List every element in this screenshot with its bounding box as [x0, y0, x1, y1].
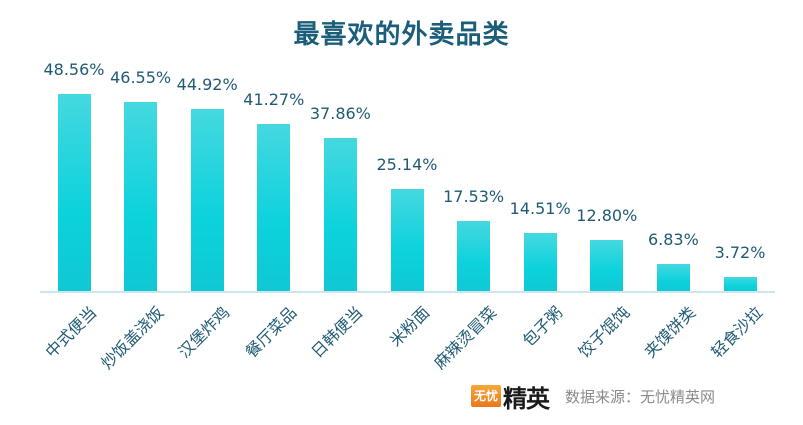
data-label: 14.51% — [509, 198, 571, 218]
category-label: 汉堡炸鸡 — [174, 302, 234, 362]
bar — [457, 220, 491, 292]
footer: 无忧 精英 数据来源：无忧精英网 — [471, 380, 716, 413]
category-label: 炒饭盖浇饭 — [96, 302, 167, 373]
x-axis-line — [40, 291, 775, 293]
bar — [523, 232, 557, 292]
category-label: 轻食沙拉 — [707, 302, 767, 362]
bar — [257, 123, 291, 292]
bar — [590, 239, 624, 292]
data-label: 3.72% — [714, 242, 766, 262]
category-label: 中式便当 — [41, 302, 101, 362]
category-label: 餐厅菜品 — [241, 302, 301, 362]
data-label: 48.56% — [43, 60, 105, 79]
category-label: 米粉面 — [385, 302, 434, 351]
bar — [190, 108, 224, 292]
bar — [656, 264, 690, 292]
data-label: 6.83% — [647, 230, 699, 250]
data-label: 25.14% — [376, 155, 438, 175]
chart-title: 最喜欢的外卖品类 — [293, 20, 510, 50]
category-label: 麻辣烫冒菜 — [429, 302, 500, 373]
bar — [723, 276, 757, 292]
bar — [323, 137, 357, 292]
category-label: 包子粥 — [519, 302, 567, 351]
logo-badge: 无忧 — [471, 385, 502, 407]
data-label: 17.53% — [443, 186, 505, 206]
logo-text: 精英 — [503, 384, 550, 413]
category-label: 饺子馄饨 — [574, 302, 634, 362]
category-label: 夹馍饼类 — [640, 302, 700, 362]
data-label: 46.55% — [110, 68, 172, 88]
data-label: 41.27% — [243, 89, 305, 109]
bar — [390, 189, 424, 292]
bar — [57, 94, 91, 292]
bar — [124, 102, 158, 292]
data-label: 37.86% — [309, 103, 371, 123]
data-label: 12.80% — [576, 205, 638, 225]
data-source: 数据来源：无忧精英网 — [565, 387, 716, 406]
category-label: 日韩便当 — [307, 302, 367, 362]
data-label: 44.92% — [176, 74, 238, 94]
